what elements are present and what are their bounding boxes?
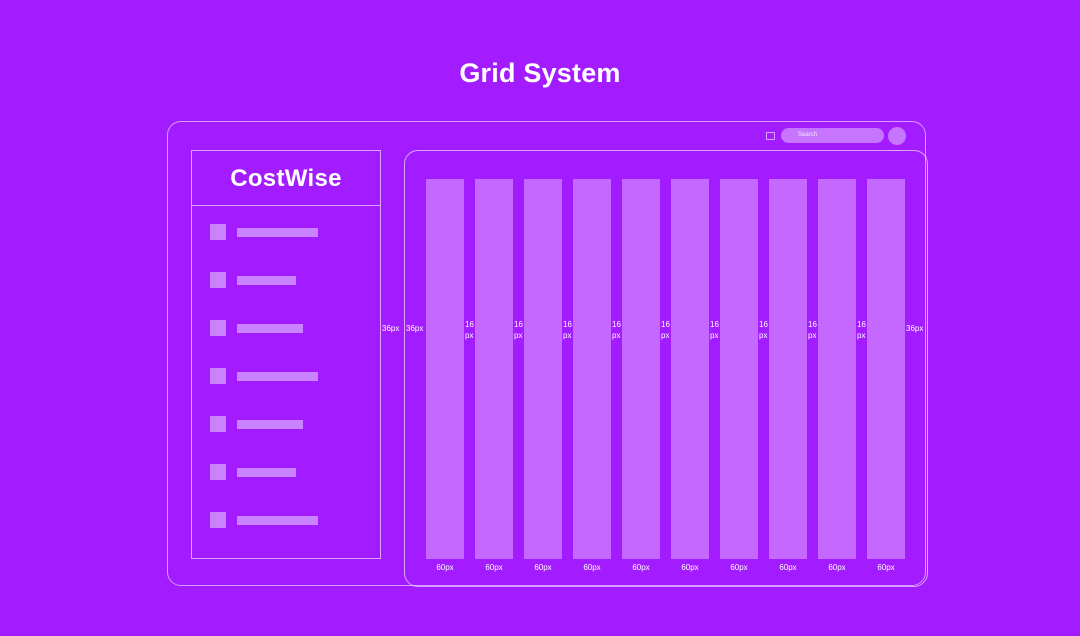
- nav-item-icon: [210, 224, 226, 240]
- column-width-label: 60px: [583, 563, 601, 572]
- grid-column: [622, 179, 660, 559]
- grid-column: [769, 179, 807, 559]
- logo: CostWise: [192, 151, 380, 206]
- column-width-label: 60px: [877, 563, 895, 572]
- grid-column: [475, 179, 513, 559]
- grid-column: [867, 179, 905, 559]
- sidebar: CostWise: [191, 150, 381, 559]
- nav-item-icon: [210, 464, 226, 480]
- nav-item-icon: [210, 368, 226, 384]
- nav-item-label-placeholder: [237, 324, 303, 333]
- gutter-width-label: 16 px: [857, 320, 866, 340]
- column-width-label: 60px: [828, 563, 846, 572]
- grid-column: [573, 179, 611, 559]
- column-width-label: 60px: [534, 563, 552, 572]
- gutter-width-label: 16 px: [710, 320, 719, 340]
- column-width-label: 60px: [681, 563, 699, 572]
- gutter-width-label: 16 px: [612, 320, 621, 340]
- nav-item-label-placeholder: [237, 228, 318, 237]
- margin-width-label: 36px: [906, 324, 924, 333]
- margin-width-label: 36px: [406, 324, 424, 333]
- gutter-width-label: 16 px: [808, 320, 817, 340]
- gutter-width-label: 16 px: [514, 320, 523, 340]
- grid-column: [671, 179, 709, 559]
- margin-width-label: 36px: [382, 324, 400, 333]
- nav-item-label-placeholder: [237, 276, 296, 285]
- column-width-label: 60px: [730, 563, 748, 572]
- column-width-label: 60px: [436, 563, 454, 572]
- nav-item-icon: [210, 272, 226, 288]
- gutter-width-label: 16 px: [465, 320, 474, 340]
- nav-item-icon: [210, 320, 226, 336]
- column-width-label: 60px: [779, 563, 797, 572]
- gutter-width-label: 16 px: [759, 320, 768, 340]
- page-title: Grid System: [459, 58, 621, 88]
- nav-item-label-placeholder: [237, 516, 318, 525]
- nav-item-icon: [210, 512, 226, 528]
- nav-item-label-placeholder: [237, 420, 303, 429]
- grid-column: [818, 179, 856, 559]
- grid-column: [524, 179, 562, 559]
- main-content-area: [404, 150, 928, 587]
- search-input[interactable]: Search: [781, 128, 884, 143]
- app-frame: [167, 121, 926, 586]
- grid-column: [720, 179, 758, 559]
- column-width-label: 60px: [485, 563, 503, 572]
- nav-item-icon: [210, 416, 226, 432]
- avatar[interactable]: [888, 127, 906, 145]
- gutter-width-label: 16 px: [563, 320, 572, 340]
- nav-item-label-placeholder: [237, 372, 318, 381]
- gutter-width-label: 16 px: [661, 320, 670, 340]
- column-width-label: 60px: [632, 563, 650, 572]
- notification-icon[interactable]: [766, 132, 775, 140]
- grid-column: [426, 179, 464, 559]
- nav-item-label-placeholder: [237, 468, 296, 477]
